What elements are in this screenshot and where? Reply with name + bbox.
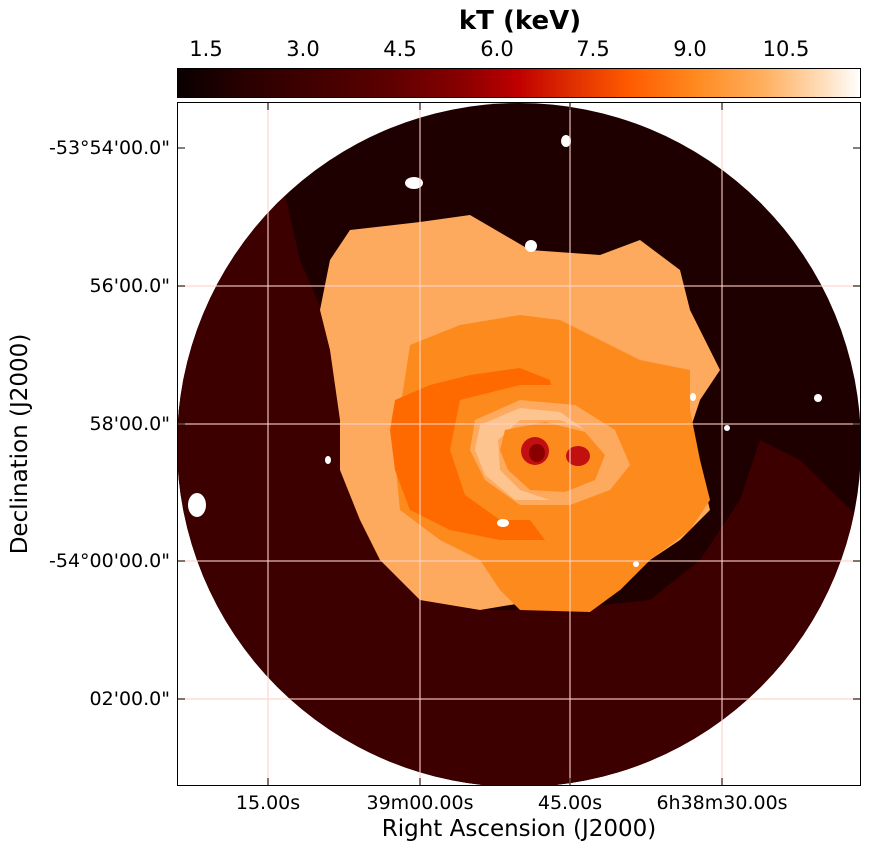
point-source-mask bbox=[690, 393, 696, 401]
point-source-mask bbox=[405, 177, 423, 189]
point-source-mask bbox=[497, 519, 509, 527]
y-tick-label: -53°54'00.0" bbox=[49, 137, 170, 159]
inner-hot bbox=[500, 422, 605, 492]
y-tick-label: 56'00.0" bbox=[89, 275, 170, 297]
axis-ticks bbox=[177, 102, 861, 786]
point-source-mask bbox=[814, 394, 822, 402]
colorbar-tick-label: 4.5 bbox=[383, 37, 417, 61]
colorbar-tick-label: 3.0 bbox=[286, 37, 320, 61]
x-tick-label: 45.00s bbox=[537, 792, 603, 814]
point-source-mask bbox=[525, 240, 537, 252]
y-tick-label: 58'00.0" bbox=[89, 413, 170, 435]
y-tick-label: -54°00'00.0" bbox=[49, 550, 170, 572]
point-source-mask bbox=[724, 425, 730, 431]
colorbar-tick-label: 9.0 bbox=[673, 37, 707, 61]
y-tick-label: 02'00.0" bbox=[89, 688, 170, 710]
x-tick-label: 39m00.00s bbox=[366, 792, 474, 814]
colorbar bbox=[177, 68, 861, 98]
colorbar-tick-label: 10.5 bbox=[762, 37, 810, 61]
colorbar-tick-label: 1.5 bbox=[189, 37, 223, 61]
point-source-mask bbox=[633, 561, 639, 567]
core-right bbox=[566, 446, 590, 466]
y-axis-label: Declination (J2000) bbox=[7, 333, 33, 555]
point-source-mask bbox=[325, 456, 331, 464]
core-left-dark bbox=[529, 444, 545, 462]
point-source-mask bbox=[188, 493, 206, 517]
map-frame bbox=[177, 102, 861, 786]
colorbar-tick-label: 7.5 bbox=[576, 37, 610, 61]
x-tick-label: 15.00s bbox=[235, 792, 301, 814]
light-ring bbox=[475, 408, 585, 500]
point-source-mask bbox=[561, 135, 571, 147]
x-axis-label: Right Ascension (J2000) bbox=[381, 816, 657, 842]
coordinate-grid bbox=[177, 102, 861, 786]
x-tick-label: 6h38m30.00s bbox=[656, 792, 788, 814]
colorbar-tick-label: 6.0 bbox=[480, 37, 514, 61]
colorbar-title: kT (keV) bbox=[458, 6, 582, 36]
